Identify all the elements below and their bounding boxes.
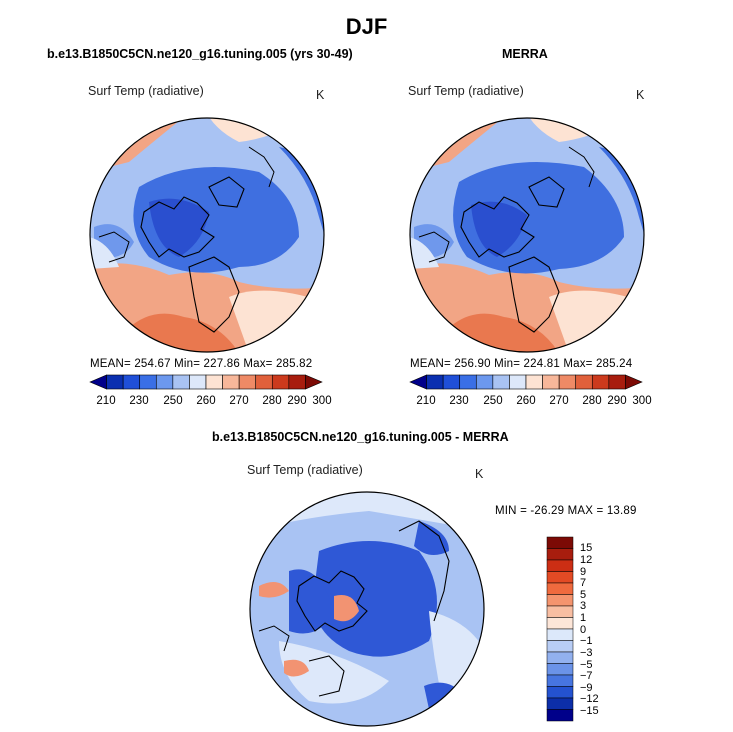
diff-colorbar-swatch	[546, 571, 574, 584]
colorbar-swatch	[509, 374, 527, 390]
model-panel-title: b.e13.B1850C5CN.ne120_g16.tuning.005 (yr…	[47, 47, 353, 61]
diff-colorbar-swatch	[546, 663, 574, 676]
obs-cbar-label: 300	[632, 395, 652, 407]
colorbar-swatch	[625, 374, 643, 390]
model-units-label: K	[316, 88, 325, 102]
model-stats: MEAN= 254.67 Min= 227.86 Max= 285.82	[90, 358, 313, 370]
diff-cbar-label: −5	[580, 659, 593, 671]
diff-cbar-label: −9	[580, 682, 593, 694]
obs-cbar-label: 210	[416, 395, 436, 407]
diff-cbar-label: 5	[580, 589, 587, 601]
model-cbar-label: 280	[262, 395, 282, 407]
figure-title: DJF	[345, 14, 388, 39]
obs-colorbar	[409, 374, 643, 390]
obs-panel-title: MERRA	[502, 47, 548, 61]
diff-colorbar-swatch	[546, 651, 574, 664]
colorbar-swatch	[591, 374, 610, 390]
obs-units-label: K	[636, 88, 645, 102]
model-cbar-label: 210	[96, 395, 116, 407]
obs-polar-map	[409, 117, 645, 353]
colorbar-swatch	[305, 374, 323, 390]
model-cbar-label: 300	[312, 395, 332, 407]
colorbar-swatch	[172, 374, 190, 390]
colorbar-swatch	[608, 374, 626, 390]
diff-colorbar-swatch	[546, 605, 574, 618]
colorbar-swatch	[525, 374, 543, 390]
model-colorbar-labels: 210 230 250 260 270 280 290 300	[90, 395, 331, 411]
diff-cbar-label: −3	[580, 647, 593, 659]
diff-colorbar-labels: 15 12 9 7 5 3 1 0 −1 −3 −5 −7 −9 −12 −15	[580, 536, 620, 726]
model-cbar-label: 260	[196, 395, 216, 407]
diff-cbar-label: 9	[580, 566, 587, 578]
model-polar-map	[89, 117, 325, 353]
diff-cbar-label: 1	[580, 612, 587, 624]
colorbar-swatch	[426, 374, 444, 390]
colorbar-swatch	[492, 374, 510, 390]
colorbar-swatch	[442, 374, 461, 390]
diff-colorbar-swatch	[546, 640, 574, 653]
diff-cbar-label: −12	[580, 693, 599, 705]
diff-colorbar-swatch	[546, 559, 574, 572]
diff-colorbar-swatch	[546, 594, 574, 607]
diff-colorbar	[546, 536, 574, 722]
obs-cbar-label: 270	[549, 395, 569, 407]
model-cbar-label: 230	[129, 395, 149, 407]
diff-cbar-label: 15	[580, 542, 593, 554]
colorbar-swatch	[222, 374, 240, 390]
diff-stats: MIN = -26.29 MAX = 13.89	[495, 505, 637, 517]
obs-colorbar-labels: 210 230 250 260 270 280 290 300	[410, 395, 651, 411]
diff-variable-label: Surf Temp (radiative)	[247, 463, 363, 477]
obs-variable-label: Surf Temp (radiative)	[408, 84, 524, 98]
colorbar-swatch	[155, 374, 174, 390]
colorbar-swatch	[542, 374, 560, 390]
colorbar-swatch	[575, 374, 593, 390]
diff-colorbar-swatch	[546, 628, 574, 641]
obs-cbar-label: 230	[449, 395, 469, 407]
obs-cbar-label: 290	[607, 395, 627, 407]
colorbar-swatch	[558, 374, 577, 390]
diff-colorbar-swatch	[546, 617, 574, 630]
diff-panel-title: b.e13.B1850C5CN.ne120_g16.tuning.005 - M…	[212, 430, 509, 444]
diff-polar-map	[249, 491, 485, 727]
obs-cbar-label: 280	[582, 395, 602, 407]
diff-colorbar-swatch	[546, 548, 574, 561]
colorbar-swatch	[475, 374, 494, 390]
colorbar-swatch	[122, 374, 141, 390]
colorbar-swatch	[89, 374, 107, 390]
diff-cbar-label: 3	[580, 600, 587, 612]
diff-colorbar-swatch	[546, 697, 574, 710]
model-cbar-label: 270	[229, 395, 249, 407]
model-colorbar	[89, 374, 323, 390]
colorbar-swatch	[255, 374, 273, 390]
obs-stats: MEAN= 256.90 Min= 224.81 Max= 285.24	[410, 358, 633, 370]
diff-colorbar-swatch	[546, 709, 574, 722]
diff-cbar-label: 0	[580, 624, 587, 636]
diff-units-label: K	[475, 467, 484, 481]
colorbar-swatch	[139, 374, 157, 390]
colorbar-swatch	[409, 374, 427, 390]
colorbar-swatch	[189, 374, 207, 390]
colorbar-swatch	[288, 374, 306, 390]
model-cbar-label: 290	[287, 395, 307, 407]
obs-cbar-label: 260	[516, 395, 536, 407]
colorbar-swatch	[238, 374, 257, 390]
colorbar-swatch	[271, 374, 290, 390]
diff-colorbar-swatch	[546, 674, 574, 687]
model-variable-label: Surf Temp (radiative)	[88, 84, 204, 98]
diff-colorbar-swatch	[546, 582, 574, 595]
colorbar-swatch	[205, 374, 223, 390]
diff-cbar-label: −1	[580, 635, 593, 647]
diff-cbar-label: 7	[580, 577, 587, 589]
diff-cbar-label: −15	[580, 705, 599, 717]
colorbar-swatch	[459, 374, 477, 390]
diff-cbar-label: 12	[580, 554, 593, 566]
diff-cbar-label: −7	[580, 670, 593, 682]
diff-colorbar-swatch	[546, 536, 574, 549]
model-cbar-label: 250	[163, 395, 183, 407]
diff-colorbar-swatch	[546, 686, 574, 699]
obs-cbar-label: 250	[483, 395, 503, 407]
colorbar-swatch	[106, 374, 124, 390]
